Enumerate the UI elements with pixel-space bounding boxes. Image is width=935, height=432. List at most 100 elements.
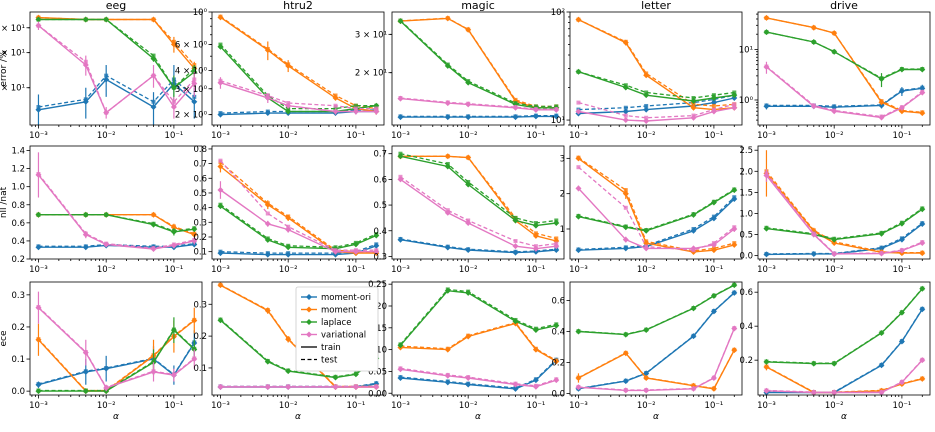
legend-entry-moment: moment: [301, 306, 357, 316]
marker-train-moment-ori: [622, 245, 629, 252]
line-train-moment: [765, 172, 923, 254]
y-tick-label: 10⁰: [739, 96, 754, 106]
x-tick-label: 10⁻³: [211, 265, 230, 275]
y-tick-label: 3 × 10¹: [355, 30, 387, 40]
marker-train-laplace: [264, 236, 271, 243]
marker-train-moment-ori: [512, 385, 519, 392]
line-test-moment: [400, 17, 557, 108]
marker-train-laplace: [898, 309, 905, 316]
marker-test-moment-ori: [644, 103, 649, 108]
y-tick-label: 0.1: [11, 355, 25, 365]
xlabel-letter: α: [653, 412, 659, 422]
axes-frame: [29, 281, 203, 396]
marker-train-variational: [831, 389, 838, 395]
marker-train-laplace: [191, 226, 198, 233]
legend-label: moment-ori: [321, 293, 371, 303]
y-tick-label: 0.3: [193, 300, 207, 310]
line-train-laplace: [399, 289, 557, 346]
column-title-letter: letter: [641, 0, 671, 12]
x-tick-label: 10⁻³: [29, 401, 48, 411]
marker-train-moment: [285, 62, 292, 69]
column-title-drive: drive: [830, 0, 858, 12]
line-test-laplace: [578, 71, 735, 99]
subplot-drive-row1: drive 10⁻³ 10⁻² 10⁻¹ 10⁰ 10¹: [739, 0, 931, 141]
marker-train-variational: [217, 187, 224, 194]
marker-train-moment: [575, 374, 582, 381]
marker-train-moment-ori: [512, 114, 519, 121]
marker-train-moment: [919, 375, 926, 382]
marker-train-moment-ori: [622, 108, 629, 115]
marker-train-moment: [690, 104, 697, 111]
marker-train-variational: [332, 384, 339, 391]
y-tick-label: 10⁰: [193, 8, 208, 18]
y-tick-label: 0.4: [739, 322, 753, 332]
marker-train-variational: [285, 384, 292, 391]
y-tick-label: 0.25: [368, 280, 387, 290]
line-train-moment-ori: [766, 223, 923, 256]
marker-train-variational: [710, 241, 717, 248]
marker-test-variational: [513, 239, 518, 244]
marker-train-moment-ori: [690, 333, 697, 340]
marker-train-moment-ori: [919, 306, 926, 313]
marker-train-variational: [264, 94, 271, 101]
line-train-moment: [220, 165, 377, 254]
y-tick-label: 0.7: [373, 150, 387, 160]
axes-frame: [211, 145, 385, 260]
line-test-moment: [220, 16, 377, 110]
marker-train-variational: [512, 381, 519, 388]
y-tick-label: 0.0: [11, 387, 25, 397]
marker-train-laplace: [763, 29, 770, 36]
marker-train-laplace: [731, 92, 738, 99]
marker-test-moment: [711, 103, 716, 108]
marker-train-variational: [82, 349, 89, 356]
marker-train-variational: [878, 114, 885, 121]
y-tick-label: 1.2: [11, 165, 25, 175]
marker-test-moment: [623, 188, 628, 193]
marker-train-laplace: [352, 241, 359, 248]
marker-test-moment: [691, 102, 696, 107]
marker-train-variational: [690, 385, 697, 392]
marker-test-variational: [171, 99, 176, 104]
marker-train-laplace: [397, 153, 404, 160]
marker-train-laplace: [831, 360, 838, 367]
line-test-moment-ori: [578, 292, 735, 390]
xlabel-htru2: α: [295, 412, 301, 422]
line-train-variational: [400, 368, 557, 388]
marker-train-moment-ori: [643, 370, 650, 377]
line-test-laplace: [400, 153, 557, 224]
line-test-variational: [220, 160, 377, 251]
line-train-laplace: [578, 71, 735, 102]
marker-train-laplace: [103, 211, 110, 218]
marker-train-laplace: [373, 232, 380, 239]
y-tick-label: 0.0: [551, 389, 565, 399]
y-tick-label: 0.4: [551, 328, 565, 338]
y-tick-label: 1: [560, 225, 565, 235]
marker-train-variational: [532, 383, 539, 390]
y-tick-label: 2 × 10¹: [355, 69, 387, 79]
line-train-variational: [400, 97, 557, 111]
marker-test-variational: [644, 115, 649, 120]
marker-train-laplace: [512, 318, 519, 325]
marker-train-variational: [898, 104, 905, 111]
marker-train-variational: [397, 95, 404, 102]
line-train-moment-ori: [578, 292, 735, 390]
marker-train-laplace: [731, 187, 738, 194]
marker-train-moment: [622, 190, 629, 197]
x-tick-label: 10⁻³: [569, 131, 588, 141]
marker-test-laplace: [151, 53, 156, 58]
legend: moment-ori moment laplace variational train t…: [295, 286, 379, 372]
marker-train-laplace: [831, 236, 838, 243]
marker-train-moment-ori: [103, 365, 110, 372]
marker-train-variational: [919, 357, 926, 364]
series-layer: [217, 158, 380, 258]
marker-train-moment: [465, 333, 472, 340]
x-tick-label: 10⁻²: [825, 131, 844, 141]
line-train-moment-ori: [38, 342, 195, 386]
line-test-laplace: [766, 288, 923, 364]
marker-train-laplace: [217, 317, 224, 324]
x-tick-label: 10⁻¹: [347, 265, 366, 275]
line-train-moment-ori: [400, 359, 557, 390]
marker-train-variational: [690, 114, 697, 121]
marker-train-variational: [643, 245, 650, 252]
line-test-moment: [220, 161, 377, 253]
